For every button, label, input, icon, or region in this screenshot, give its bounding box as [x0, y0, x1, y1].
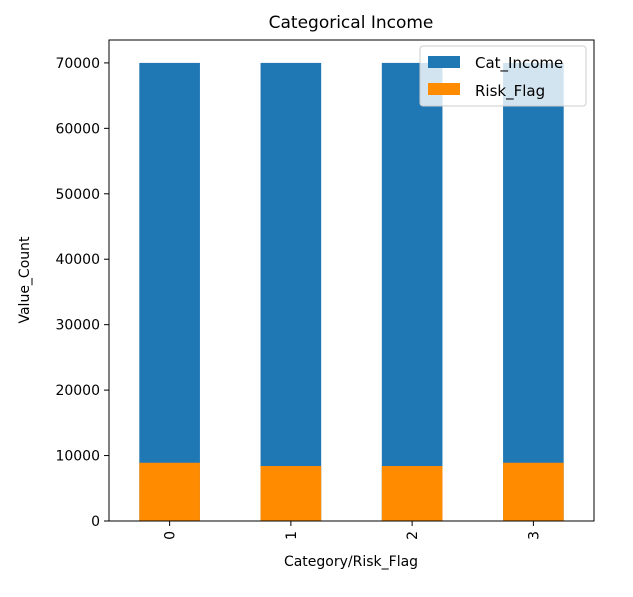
bar-cat-income-0: [139, 62, 200, 522]
bar-risk-flag-0: [139, 462, 200, 521]
y-tick-label: 60000: [55, 121, 100, 137]
y-axis-label: Value_Count: [17, 236, 33, 324]
x-tick-label: 3: [526, 531, 542, 540]
bars-layer: [139, 62, 564, 522]
legend-swatch-cat-income: [428, 56, 460, 68]
x-ticks: 0 1 2 3: [163, 521, 542, 540]
y-tick-label: 0: [91, 514, 100, 530]
plot-frame: [108, 39, 595, 522]
legend: Cat_Income Risk_Flag: [419, 45, 587, 107]
x-tick-label: 0: [163, 531, 179, 540]
y-tick-label: 10000: [55, 449, 100, 465]
y-tick-label: 40000: [55, 252, 100, 268]
y-tick-label: 20000: [55, 383, 100, 399]
y-tick-label: 70000: [55, 56, 100, 72]
y-tick-label: 50000: [55, 187, 100, 203]
bar-cat-income-3: [503, 62, 564, 522]
bar-risk-flag-1: [260, 466, 322, 521]
x-tick-label: 2: [405, 531, 421, 540]
y-tick-label: 30000: [55, 318, 100, 334]
legend-label-risk-flag: Risk_Flag: [475, 82, 545, 101]
bar-risk-flag-2: [381, 466, 443, 521]
bar-cat-income-1: [260, 62, 322, 522]
legend-label-cat-income: Cat_Income: [475, 54, 563, 73]
x-tick-label: 1: [284, 531, 300, 540]
legend-frame: [419, 45, 587, 107]
y-ticks: 0 10000 20000 30000 40000 50000 60000 70000: [55, 56, 109, 530]
bar-cat-income-2: [381, 62, 443, 522]
bar-risk-flag-3: [503, 462, 564, 521]
x-axis-label: Category/Risk_Flag: [284, 554, 418, 570]
chart-title: Categorical Income: [269, 13, 434, 33]
legend-swatch-risk-flag: [428, 83, 460, 95]
